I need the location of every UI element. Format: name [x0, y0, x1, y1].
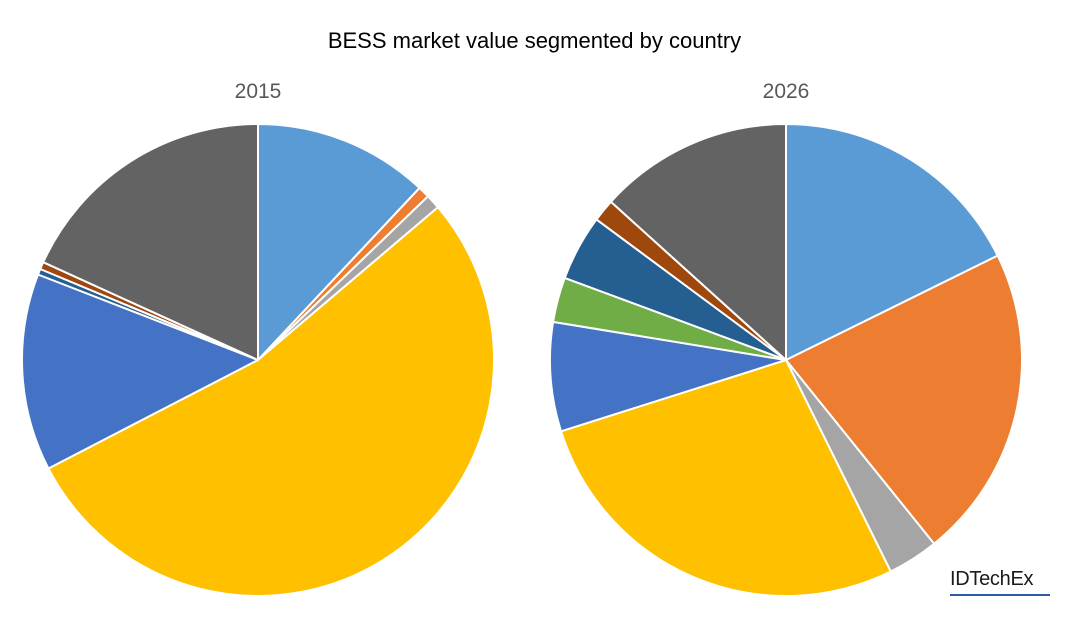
idtechex-logo: IDTechEx — [950, 568, 1034, 590]
logo-underline — [950, 594, 1050, 596]
pie-2015-slice-4 — [20, 273, 259, 470]
pie-2015-slice-8 — [42, 123, 259, 361]
chart-title: BESS market value segmented by country — [327, 28, 742, 53]
pie-2015 — [20, 123, 495, 597]
pie-2015-slice-0 — [257, 123, 421, 361]
pie-2015-subtitle: 2015 — [234, 80, 282, 103]
pie-2026-slice-3 — [560, 359, 892, 597]
pie-2026-slice-4 — [549, 320, 787, 433]
pie-2026 — [549, 123, 1023, 597]
pie-2026-slice-1 — [785, 254, 1023, 545]
pie-2026-slice-8 — [609, 123, 787, 361]
pie-2026-slice-0 — [785, 123, 999, 361]
pie-2026-subtitle: 2026 — [762, 80, 810, 103]
pie-2015-slice-3 — [47, 206, 495, 597]
